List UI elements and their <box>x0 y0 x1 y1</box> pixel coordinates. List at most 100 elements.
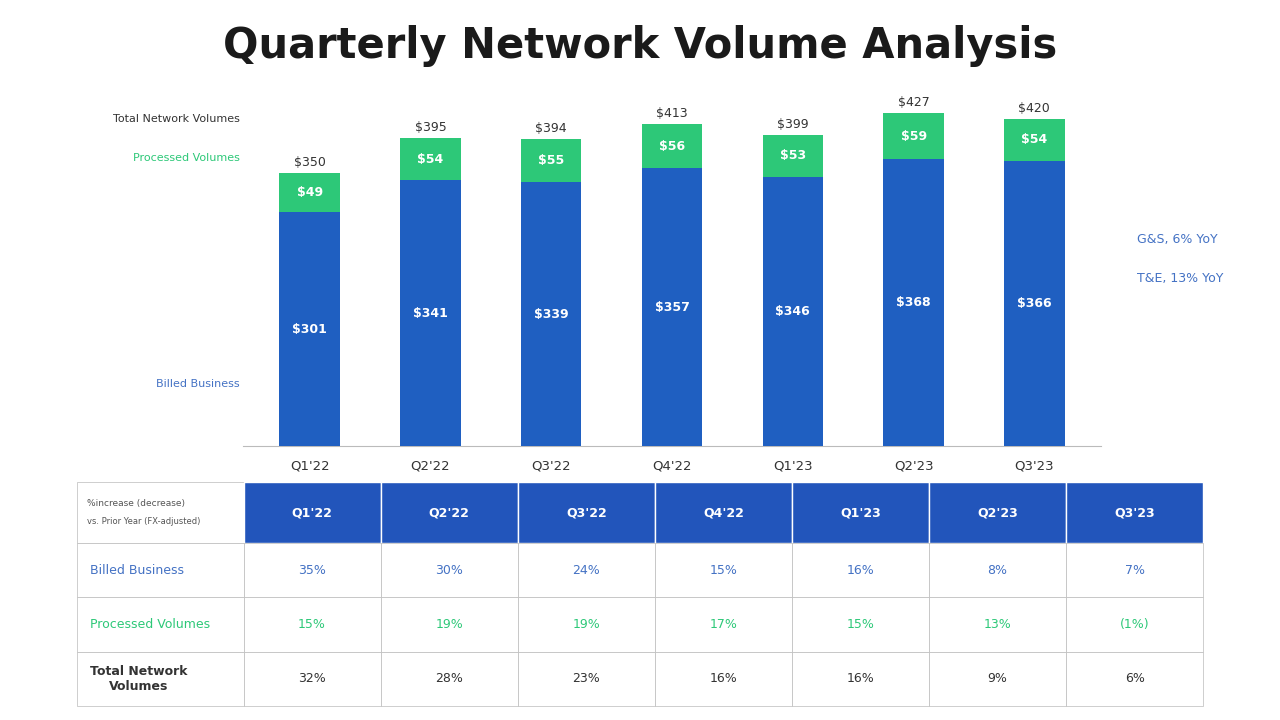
FancyBboxPatch shape <box>655 652 792 706</box>
FancyBboxPatch shape <box>1066 652 1203 706</box>
FancyBboxPatch shape <box>655 482 792 543</box>
Text: (1%): (1%) <box>1120 618 1149 631</box>
FancyBboxPatch shape <box>792 652 929 706</box>
Text: $339: $339 <box>534 307 568 320</box>
Bar <box>401 138 461 181</box>
FancyBboxPatch shape <box>792 598 929 652</box>
Bar <box>883 159 943 446</box>
FancyBboxPatch shape <box>517 543 655 598</box>
Text: $395: $395 <box>415 122 447 135</box>
Text: $366: $366 <box>1018 297 1052 310</box>
Bar <box>521 139 581 182</box>
FancyBboxPatch shape <box>1066 543 1203 598</box>
Bar <box>1005 119 1065 161</box>
Text: Q3'22: Q3'22 <box>566 506 607 519</box>
Text: 32%: 32% <box>298 672 326 685</box>
Text: 35%: 35% <box>298 564 326 577</box>
Text: $301: $301 <box>292 323 328 336</box>
FancyBboxPatch shape <box>380 652 517 706</box>
FancyBboxPatch shape <box>243 598 380 652</box>
Bar <box>1005 161 1065 446</box>
FancyBboxPatch shape <box>655 598 792 652</box>
FancyBboxPatch shape <box>517 598 655 652</box>
Text: $420: $420 <box>1019 102 1051 115</box>
FancyBboxPatch shape <box>77 482 243 543</box>
Text: 19%: 19% <box>435 618 463 631</box>
Text: Q2'22: Q2'22 <box>429 506 470 519</box>
FancyBboxPatch shape <box>792 482 929 543</box>
Text: $59: $59 <box>901 130 927 143</box>
FancyBboxPatch shape <box>517 652 655 706</box>
Text: $49: $49 <box>297 186 323 199</box>
Text: G&S, 6% YoY: G&S, 6% YoY <box>1137 233 1217 246</box>
Text: T&E, 13% YoY: T&E, 13% YoY <box>1137 272 1224 285</box>
FancyBboxPatch shape <box>929 598 1066 652</box>
FancyBboxPatch shape <box>243 482 380 543</box>
Text: $54: $54 <box>1021 133 1047 146</box>
Text: 8%: 8% <box>988 564 1007 577</box>
Text: Processed Volumes: Processed Volumes <box>90 618 210 631</box>
Text: 15%: 15% <box>846 618 874 631</box>
Text: Q4'22: Q4'22 <box>703 506 744 519</box>
Text: 16%: 16% <box>846 564 874 577</box>
Text: $346: $346 <box>776 305 810 318</box>
FancyBboxPatch shape <box>655 543 792 598</box>
Text: $368: $368 <box>896 297 931 310</box>
Bar <box>401 181 461 446</box>
Bar <box>521 182 581 446</box>
Text: $56: $56 <box>659 140 685 153</box>
Text: 15%: 15% <box>298 618 326 631</box>
Bar <box>279 174 339 212</box>
Text: 6%: 6% <box>1125 672 1144 685</box>
FancyBboxPatch shape <box>380 598 517 652</box>
FancyBboxPatch shape <box>929 652 1066 706</box>
Text: $357: $357 <box>654 301 690 314</box>
FancyBboxPatch shape <box>1066 482 1203 543</box>
FancyBboxPatch shape <box>243 543 380 598</box>
Text: Q2'23: Q2'23 <box>977 506 1018 519</box>
Text: $54: $54 <box>417 153 444 166</box>
Text: $427: $427 <box>897 96 929 109</box>
Text: $399: $399 <box>777 118 809 131</box>
FancyBboxPatch shape <box>77 543 243 598</box>
Text: $413: $413 <box>657 107 687 120</box>
Text: $53: $53 <box>780 149 806 162</box>
Text: 19%: 19% <box>572 618 600 631</box>
Bar <box>641 168 703 446</box>
Text: 16%: 16% <box>709 672 737 685</box>
Bar <box>279 212 339 446</box>
Text: 16%: 16% <box>846 672 874 685</box>
FancyBboxPatch shape <box>929 482 1066 543</box>
Text: Billed Business: Billed Business <box>90 564 184 577</box>
Text: %increase (decrease): %increase (decrease) <box>87 499 184 508</box>
Bar <box>641 125 703 168</box>
Text: $55: $55 <box>538 154 564 167</box>
Text: $350: $350 <box>293 156 325 169</box>
FancyBboxPatch shape <box>380 482 517 543</box>
Text: 30%: 30% <box>435 564 463 577</box>
Text: Billed Business: Billed Business <box>156 379 239 389</box>
Text: $341: $341 <box>413 307 448 320</box>
FancyBboxPatch shape <box>77 652 243 706</box>
Bar <box>883 113 943 159</box>
Text: 17%: 17% <box>709 618 737 631</box>
Text: 24%: 24% <box>572 564 600 577</box>
Text: Processed Volumes: Processed Volumes <box>133 153 239 163</box>
Text: Total Network
Volumes: Total Network Volumes <box>90 665 188 693</box>
Text: Total Network Volumes: Total Network Volumes <box>113 114 239 124</box>
Text: $394: $394 <box>535 122 567 135</box>
Text: 28%: 28% <box>435 672 463 685</box>
FancyBboxPatch shape <box>792 543 929 598</box>
FancyBboxPatch shape <box>243 652 380 706</box>
Text: 13%: 13% <box>983 618 1011 631</box>
FancyBboxPatch shape <box>380 543 517 598</box>
Text: 9%: 9% <box>988 672 1007 685</box>
Text: 23%: 23% <box>572 672 600 685</box>
Bar <box>763 135 823 176</box>
Text: Q3'23: Q3'23 <box>1115 506 1155 519</box>
FancyBboxPatch shape <box>1066 598 1203 652</box>
FancyBboxPatch shape <box>929 543 1066 598</box>
Text: 15%: 15% <box>709 564 737 577</box>
Text: Q1'22: Q1'22 <box>292 506 333 519</box>
FancyBboxPatch shape <box>517 482 655 543</box>
